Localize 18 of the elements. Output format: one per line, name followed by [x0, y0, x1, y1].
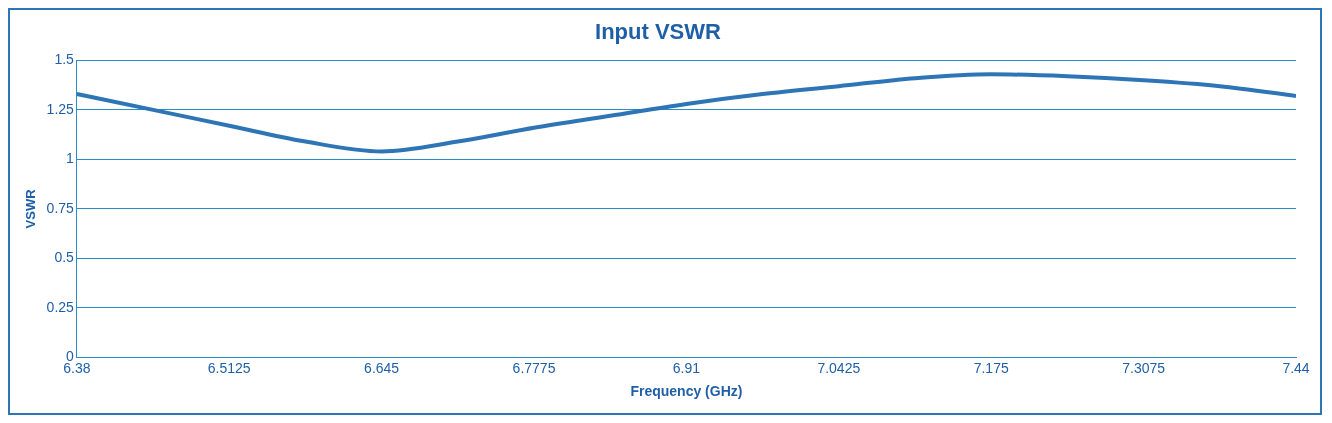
y-tick-label: 1	[66, 150, 75, 167]
x-tick-label: 7.175	[973, 359, 1009, 376]
y-axis-title: VSWR	[23, 188, 39, 229]
x-axis-title: Frequency (GHz)	[630, 383, 743, 400]
chart-title: Input VSWR	[595, 19, 722, 45]
x-tick-label: 6.91	[672, 359, 701, 376]
x-tick-label: 7.3075	[1122, 359, 1166, 376]
x-tick-label: 6.5125	[207, 359, 251, 376]
y-tick-label: 1.5	[54, 51, 75, 68]
x-tick-label: 6.7775	[512, 359, 556, 376]
x-tick-label: 7.0425	[817, 359, 861, 376]
line-series	[76, 72, 1296, 154]
x-tick-label: 7.44	[1282, 359, 1310, 376]
y-tick-label: 0.75	[46, 199, 75, 216]
y-tick-label: 0.5	[54, 249, 75, 266]
y-tick-label: 0.25	[46, 298, 75, 315]
x-tick-label: 6.645	[364, 359, 400, 376]
y-tick-label: 1.25	[46, 100, 75, 117]
